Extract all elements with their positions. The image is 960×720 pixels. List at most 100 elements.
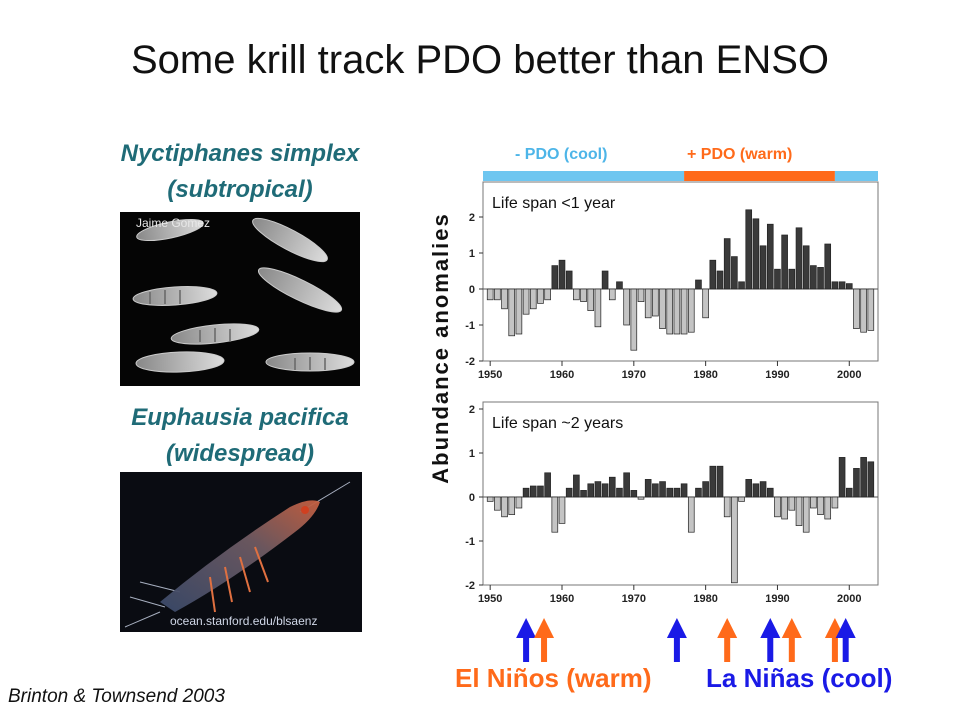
bar <box>594 288 602 328</box>
chart-frame-1 <box>482 401 879 586</box>
bar <box>529 288 537 310</box>
bar <box>788 268 796 290</box>
bar <box>738 496 745 502</box>
bar <box>608 476 616 498</box>
bar <box>860 288 867 333</box>
x-tick-label: 1970 <box>622 369 646 381</box>
enso-arrow-shaft-nina <box>523 636 530 662</box>
chart-annotation-1: Life span ~2 years <box>492 415 623 432</box>
bar <box>551 496 559 533</box>
bar <box>860 457 867 498</box>
y-tick-label: -2 <box>465 580 475 592</box>
bar <box>529 485 537 498</box>
enso-arrow-shaft-nino <box>724 636 731 662</box>
bar <box>580 490 587 498</box>
euphausia-photo-credit: ocean.stanford.edu/blsaenz <box>170 614 318 628</box>
bar <box>817 496 824 515</box>
y-tick-label: 2 <box>469 212 475 224</box>
bar <box>587 483 595 498</box>
bar <box>687 288 695 333</box>
bar <box>501 496 508 518</box>
species-1-note: (subtropical) <box>167 176 313 203</box>
bar <box>752 218 760 290</box>
bar <box>537 288 544 304</box>
x-tick-label: 2000 <box>837 369 861 381</box>
bar <box>486 288 494 301</box>
citation: Brinton & Townsend 2003 <box>8 686 225 707</box>
pdo-cool-label: - PDO (cool) <box>515 146 608 163</box>
bar <box>659 288 666 329</box>
y-tick-label: -1 <box>465 320 475 332</box>
bar <box>774 268 781 290</box>
bar <box>608 288 616 301</box>
enso-arrow-shaft-nina <box>673 636 680 662</box>
bar <box>623 472 630 498</box>
bar <box>745 209 753 290</box>
x-tick-label: 1990 <box>765 369 789 381</box>
y-tick-label: -1 <box>465 536 475 548</box>
bar <box>630 288 638 351</box>
bar <box>637 288 645 302</box>
bar <box>494 288 501 301</box>
bar <box>845 283 853 290</box>
bar <box>558 259 566 290</box>
x-tick-label: 1960 <box>550 369 574 381</box>
bar <box>652 483 659 498</box>
enso-arrow-shaft-nino <box>541 636 548 662</box>
bar <box>573 474 580 498</box>
bar <box>702 288 709 319</box>
bar <box>680 483 688 498</box>
enso-arrow-head-nina <box>760 618 781 638</box>
x-tick-label: 1950 <box>478 369 502 381</box>
bar <box>716 465 724 498</box>
euphausia-photo: ocean.stanford.edu/blsaenz <box>120 472 362 632</box>
x-tick-label: 1980 <box>693 369 717 381</box>
bar <box>623 288 630 326</box>
bar <box>594 481 602 498</box>
species-1-name: Nyctiphanes simplex <box>120 140 360 167</box>
pdo-band-warm-1 <box>684 171 835 181</box>
y-tick-label: 0 <box>469 284 475 296</box>
bar <box>817 267 824 290</box>
bar <box>515 496 523 509</box>
enso-arrow-shaft-nina <box>767 636 774 662</box>
y-tick-label: 1 <box>469 248 475 260</box>
bar <box>601 483 609 498</box>
bar <box>788 496 796 511</box>
x-tick-label: 1960 <box>550 593 574 605</box>
bar <box>544 288 551 301</box>
bar <box>558 496 566 524</box>
nyctiphanes-photo-credit: Jaime Gomez <box>136 216 211 230</box>
bar <box>644 288 652 319</box>
bar <box>573 288 580 301</box>
enso-arrow-head-nino <box>717 618 738 638</box>
bar <box>687 496 695 533</box>
bar <box>565 487 573 498</box>
bar <box>680 288 688 335</box>
bar <box>666 288 674 335</box>
bar <box>759 481 767 498</box>
bar <box>781 234 788 290</box>
y-tick-label: 1 <box>469 448 475 460</box>
bar <box>745 479 753 498</box>
species-2-name: Euphausia pacifica <box>131 404 349 431</box>
bar <box>810 496 817 509</box>
y-tick-label: -2 <box>465 356 475 368</box>
bar <box>709 465 717 498</box>
chart-frame-0 <box>482 181 879 362</box>
bar <box>759 245 767 290</box>
bar <box>853 288 860 329</box>
bar <box>508 288 516 337</box>
enso-arrow-shaft-nino <box>788 636 795 662</box>
bar <box>709 259 717 290</box>
bar <box>802 496 810 533</box>
bar <box>551 265 559 290</box>
bar <box>802 245 810 290</box>
enso-arrow-head-nina <box>666 618 687 638</box>
bar <box>845 487 853 498</box>
bar <box>601 270 609 290</box>
bar <box>666 487 674 498</box>
bar <box>766 487 774 498</box>
species-1-label: Nyctiphanes simplex (subtropical) <box>70 136 410 208</box>
bar <box>644 479 652 498</box>
